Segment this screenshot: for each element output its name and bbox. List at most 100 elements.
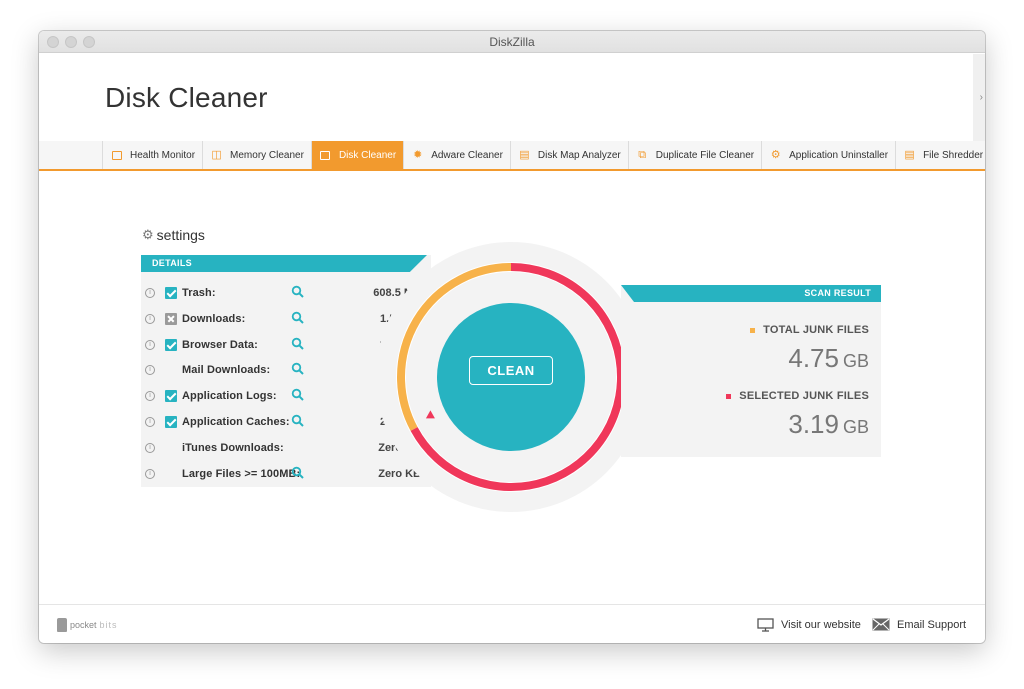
tab-memory-cleaner[interactable]: ◫ Memory Cleaner: [202, 141, 311, 169]
detail-label: Browser Data:: [182, 338, 258, 351]
gauge-marker-icon: [425, 410, 435, 419]
close-window-button[interactable]: [47, 36, 59, 48]
tab-duplicate-file-cleaner[interactable]: ⧉ Duplicate File Cleaner: [627, 141, 761, 169]
monitor-icon: [757, 618, 774, 632]
visit-website-link[interactable]: Visit our website: [757, 618, 861, 632]
tab-label: Health Monitor: [130, 149, 196, 161]
details-header: DETAILS: [141, 255, 427, 272]
tab-application-uninstaller[interactable]: ⚙ Application Uninstaller: [761, 141, 895, 169]
tab-label: Application Uninstaller: [789, 149, 889, 161]
tab-label: Disk Cleaner: [338, 149, 397, 161]
info-icon[interactable]: i: [145, 365, 155, 376]
brand-suffix: bits: [99, 620, 118, 630]
clean-button[interactable]: CLEAN: [469, 356, 553, 385]
tab-disk-cleaner[interactable]: Disk Cleaner: [310, 141, 404, 169]
scroll-right-icon[interactable]: ›: [979, 92, 983, 103]
title-bar: DiskZilla: [39, 31, 985, 53]
tab-file-shredder[interactable]: ▤ File Shredder: [895, 141, 985, 169]
shredder-icon: ▤: [904, 148, 915, 161]
window-title: DiskZilla: [489, 35, 535, 49]
tab-label: Disk Map Analyzer: [537, 149, 621, 161]
envelope-icon: [872, 618, 890, 631]
brand-prefix: pocket: [70, 620, 97, 630]
search-icon[interactable]: [291, 362, 305, 376]
tab-health-monitor[interactable]: Health Monitor: [102, 141, 202, 169]
scan-result-header: SCAN RESULT: [621, 285, 881, 302]
search-icon[interactable]: [291, 285, 305, 299]
duplicate-icon: ⧉: [638, 148, 647, 161]
tab-bar: Health Monitor ◫ Memory Cleaner Disk Cleane…: [39, 141, 985, 171]
minimize-window-button[interactable]: [65, 36, 77, 48]
settings-label: settings: [156, 227, 205, 243]
total-junk-label-text: TOTAL JUNK FILES: [763, 324, 869, 336]
search-icon[interactable]: [291, 466, 305, 480]
pocketbits-logo: pocket bits: [57, 618, 118, 632]
detail-size: Zero KB: [378, 467, 421, 480]
info-icon[interactable]: i: [145, 442, 155, 453]
detail-row-large-files-100mb: i Large Files >= 100MB: Zero KB: [141, 462, 431, 488]
tab-list: Health Monitor ◫ Memory Cleaner Disk Cleane…: [102, 141, 985, 169]
selected-junk-unit: GB: [842, 417, 869, 437]
info-icon[interactable]: i: [145, 339, 155, 350]
checkbox-application-caches[interactable]: [165, 416, 177, 428]
gear-icon: ⚙: [142, 227, 154, 242]
tab-label: Duplicate File Cleaner: [655, 149, 755, 161]
gauge-arc-total: [397, 263, 512, 431]
footer: pocket bits Visit our website Email Suppo…: [39, 604, 985, 643]
detail-label: Mail Downloads:: [182, 364, 271, 377]
bug-icon: ✹: [413, 148, 423, 161]
search-icon[interactable]: [291, 414, 305, 428]
gauge-center: [437, 303, 585, 451]
settings-link[interactable]: ⚙ settings: [142, 227, 205, 243]
selected-junk-label-text: SELECTED JUNK FILES: [739, 390, 869, 402]
tab-label: Memory Cleaner: [230, 149, 304, 161]
app-window: DiskZilla › Disk Cleaner Health Monitor ◫…: [39, 31, 985, 643]
gear-icon: ⚙: [770, 148, 781, 161]
info-icon[interactable]: i: [145, 313, 155, 324]
total-junk-number: 4.75: [788, 343, 839, 373]
email-support-label: Email Support: [897, 618, 967, 631]
junk-gauge: [376, 242, 646, 512]
tab-disk-map-analyzer[interactable]: ▤ Disk Map Analyzer: [509, 141, 628, 169]
chart-icon: ▤: [519, 148, 530, 161]
checkbox-browser-data[interactable]: [165, 338, 177, 351]
disk-cleaner-icon: [320, 150, 331, 161]
zoom-window-button[interactable]: [83, 36, 95, 48]
selected-legend-square: [726, 393, 732, 399]
search-icon[interactable]: [291, 311, 305, 325]
health-monitor-icon: [111, 150, 122, 161]
selected-junk-number: 3.19: [788, 409, 839, 439]
visit-website-label: Visit our website: [781, 619, 861, 631]
search-icon[interactable]: [291, 337, 305, 351]
scan-result-header-label: SCAN RESULT: [804, 288, 871, 298]
scroll-gutter: [973, 54, 985, 142]
detail-label: Downloads:: [182, 312, 246, 325]
page-title: Disk Cleaner: [105, 82, 268, 113]
selected-junk-value: 3.19 GB: [788, 409, 869, 440]
tab-adware-cleaner[interactable]: ✹ Adware Cleaner: [403, 141, 510, 169]
search-icon[interactable]: [291, 388, 305, 402]
detail-label: Application Logs:: [182, 390, 277, 403]
email-support-link[interactable]: Email Support: [872, 618, 966, 631]
checkbox-trash[interactable]: [165, 287, 177, 299]
scan-result-panel: SCAN RESULT TOTAL JUNK FILES 4.75 GB SELE…: [621, 285, 881, 457]
monitor-icon: ◫: [211, 148, 222, 161]
gauge-arc-selected: [410, 263, 626, 491]
pocketbits-logo-icon: [57, 618, 67, 632]
info-icon[interactable]: i: [145, 417, 155, 427]
total-junk-unit: GB: [842, 351, 869, 371]
selected-junk-label: SELECTED JUNK FILES: [726, 390, 869, 402]
info-icon[interactable]: i: [145, 391, 155, 402]
info-icon[interactable]: i: [145, 288, 155, 298]
details-header-label: DETAILS: [152, 258, 192, 268]
info-icon[interactable]: i: [145, 468, 155, 479]
checkbox-application-logs[interactable]: [165, 390, 177, 403]
tab-label: Adware Cleaner: [431, 149, 503, 161]
total-legend-square: [750, 327, 756, 333]
total-junk-label: TOTAL JUNK FILES: [750, 324, 869, 336]
checkbox-downloads[interactable]: [165, 312, 177, 325]
detail-label: Application Caches:: [182, 416, 290, 428]
detail-label: Trash:: [182, 287, 216, 299]
total-junk-value: 4.75 GB: [788, 343, 869, 374]
tab-label: File Shredder: [923, 149, 984, 161]
